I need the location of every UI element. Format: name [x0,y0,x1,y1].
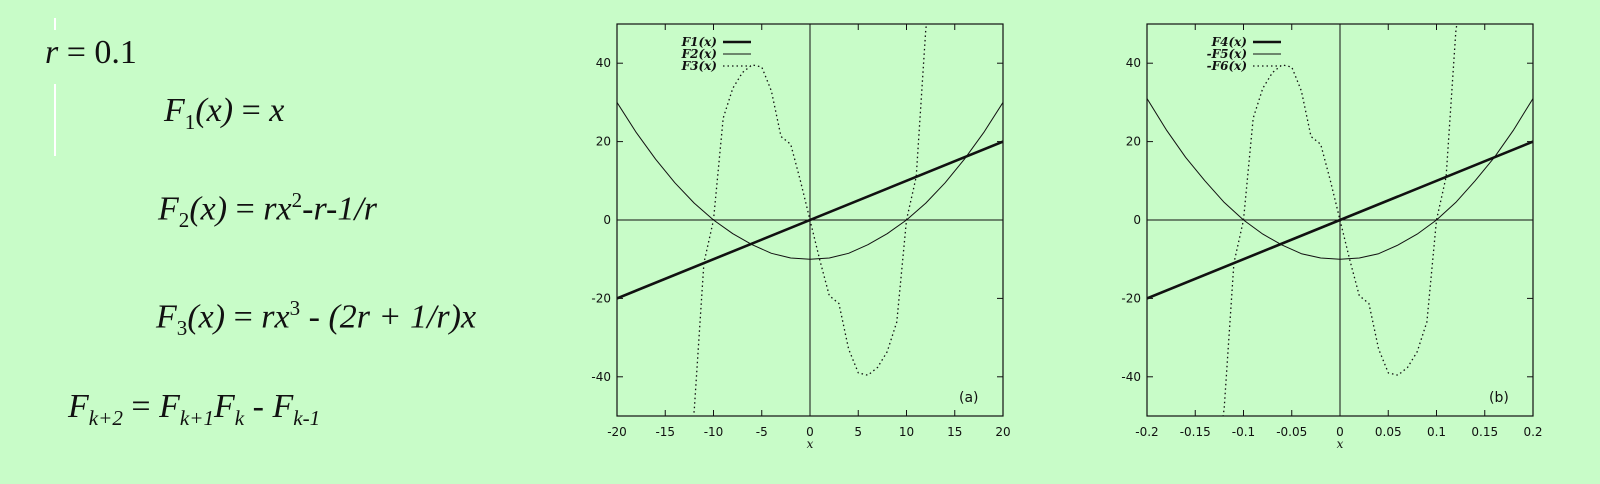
x-tick-label: 0.2 [1523,425,1542,439]
legend-entry-2: F2(x) [681,47,717,61]
equation-r: r = 0.1 [45,34,137,71]
y-tick-label: 20 [1126,135,1141,149]
x-tick-label: 5 [854,425,862,439]
chart-a: -20 -15 -10 -5 0 5 10 15 20 -40 -20 0 20 40 x F1(x)F2(x… [591,23,1011,451]
x-tick-label: -0.1 [1232,425,1255,439]
legend-entry-2: -F5(x) [1207,47,1247,61]
legend-entry-3: -F6(x) [1207,59,1247,73]
y-tick-label: 40 [596,56,611,70]
y-tick-label: 20 [596,135,611,149]
x-tick-label: 0.05 [1375,425,1402,439]
legend-entry-1: F4(x) [1211,35,1247,49]
y-tick-label: -20 [591,291,611,305]
y-tick-label: -40 [591,370,611,384]
x-tick-label: 0.15 [1471,425,1498,439]
equation-f3: F3(x) = rx3 - (2r + 1/r)x [156,296,477,341]
equation-f2: F2(x) = rx2-r-1/r [158,188,378,233]
series-line-1 [1147,140,1533,300]
guide-line-middle [54,84,56,156]
y-tick-label: -40 [1121,370,1141,384]
legend-entry-1: F1(x) [681,35,717,49]
x-tick-label: -15 [655,425,675,439]
x-tick-label: -0.2 [1135,425,1158,439]
x-tick-label: -20 [607,425,627,439]
y-tick-label: 0 [603,213,611,227]
chart-b: -0.2 -0.15 -0.1 -0.05 0 0.05 0.1 0.15 0.2 -40 -20 0… [1121,23,1543,451]
x-tick-label: 0 [806,425,814,439]
equation-f1: F1(x) = x [164,92,285,134]
guide-line-top [54,18,56,30]
x-tick-label: 0 [1336,425,1344,439]
series-line-3 [692,24,928,416]
x-tick-label: 20 [995,425,1010,439]
series-line-2 [617,102,1003,260]
x-tick-label: 15 [947,425,962,439]
panel-label: (a) [959,390,979,406]
y-tick-label: 0 [1133,213,1141,227]
x-tick-label: -5 [756,425,768,439]
x-axis-label: x [807,437,814,451]
x-axis-label: x [1337,437,1344,451]
panel-label: (b) [1489,390,1509,406]
x-tick-label: 0.1 [1427,425,1446,439]
y-tick-label: -20 [1121,291,1141,305]
x-tick-label: -0.15 [1180,425,1211,439]
y-tick-label: 40 [1126,56,1141,70]
x-tick-label: -0.05 [1276,425,1307,439]
x-tick-label: -10 [704,425,724,439]
legend-entry-3: F3(x) [681,59,717,73]
series-line-3 [1222,24,1458,416]
x-tick-label: 10 [899,425,914,439]
equation-recurrence: Fk+2 = Fk+1Fk - Fk-1 [68,388,321,430]
series-line-2 [1147,98,1533,260]
